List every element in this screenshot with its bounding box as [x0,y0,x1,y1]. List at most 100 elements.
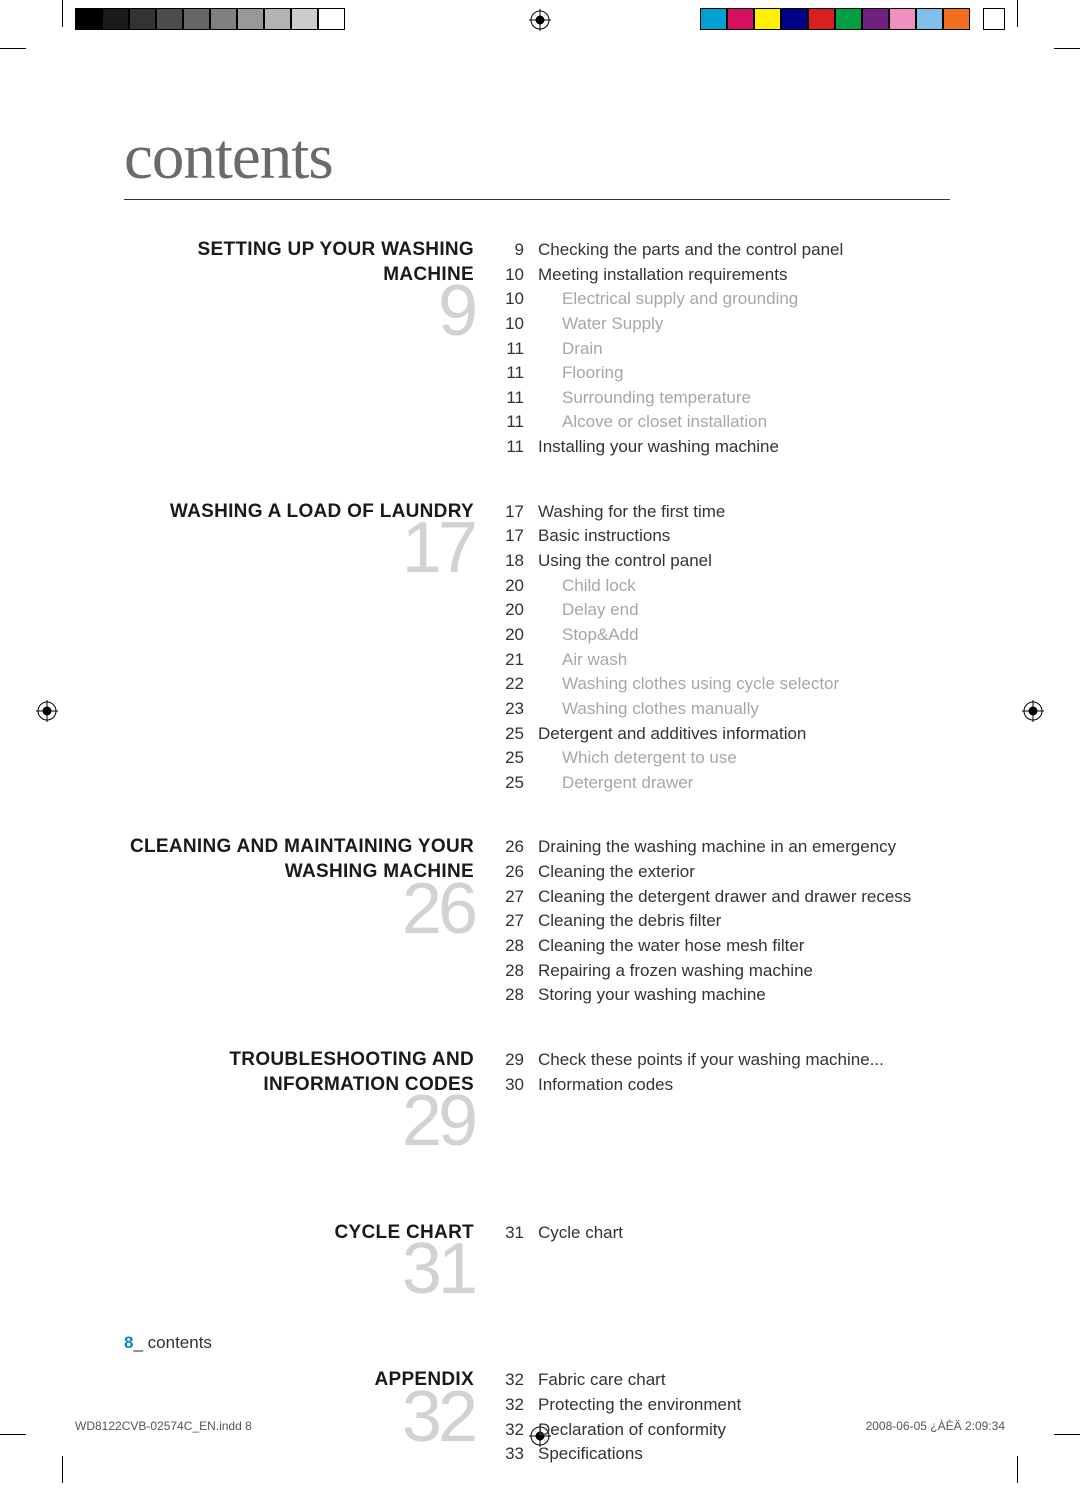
toc-entry: 33Specifications [504,1442,950,1467]
print-timestamp: 2008-06-05 ¿ÀÈÄ 2:09:34 [866,1419,1005,1433]
toc-entry: 20Child lock [504,574,950,599]
toc-entry: 11Flooring [504,361,950,386]
toc-entry: 21Air wash [504,648,950,673]
toc-section: APPENDIX3232Fabric care chart32Protectin… [124,1368,950,1467]
toc-entry: 11Drain [504,337,950,362]
toc-section: SETTING UP YOUR WASHING MACHINE9 9Checkin… [124,238,950,460]
toc-entry: 26Cleaning the exterior [504,860,950,885]
toc-entry-page: 25 [504,771,538,796]
toc-entry: 25Which detergent to use [504,746,950,771]
toc-entry-text: Storing your washing machine [538,983,950,1008]
toc-entry: 11Installing your washing machine [504,435,950,460]
toc-entry-page: 26 [504,835,538,860]
section-start-page: 29 [124,1091,474,1152]
toc-entry: 30Information codes [504,1073,950,1098]
toc-entry-text: Washing for the first time [538,500,950,525]
toc-entry: 20Stop&Add [504,623,950,648]
toc-entry-page: 11 [504,361,538,386]
registration-mark-icon [1022,700,1044,722]
toc-entry-page: 27 [504,885,538,910]
section-heading: SETTING UP YOUR WASHING MACHINE [124,238,474,287]
toc-entry-text: Check these points if your washing machi… [538,1048,950,1073]
toc-entry: 20Delay end [504,598,950,623]
toc-entry-page: 11 [504,337,538,362]
toc-entry: 28Storing your washing machine [504,983,950,1008]
page-footer: 8_ contents [124,1333,212,1353]
toc-entry-text: Drain [538,337,950,362]
print-filename: WD8122CVB-02574C_EN.indd 8 [75,1419,252,1433]
toc-entry-page: 28 [504,934,538,959]
toc-entry-text: Electrical supply and grounding [538,287,950,312]
toc-entry: 17Basic instructions [504,524,950,549]
toc-entry-text: Detergent and additives information [538,722,950,747]
toc-entry: 28Repairing a frozen washing machine [504,959,950,984]
toc-entry: 27Cleaning the debris filter [504,909,950,934]
toc-entry: 10Electrical supply and grounding [504,287,950,312]
toc-entry-text: Air wash [538,648,950,673]
toc-entry-text: Cleaning the detergent drawer and drawer… [538,885,950,910]
toc-entry-page: 11 [504,410,538,435]
toc-entry-text: Meeting installation requirements [538,263,950,288]
toc-entry: 27Cleaning the detergent drawer and draw… [504,885,950,910]
toc-entry-text: Water Supply [538,312,950,337]
page-content: contents SETTING UP YOUR WASHING MACHINE… [124,120,950,1383]
toc-entry-text: Delay end [538,598,950,623]
toc-entry-page: 10 [504,287,538,312]
section-start-page: 31 [124,1239,474,1300]
registration-mark-icon [529,9,551,31]
toc-entry: 11Surrounding temperature [504,386,950,411]
toc-entry: 25Detergent and additives information [504,722,950,747]
toc-entry-page: 10 [504,263,538,288]
toc-entry-page: 20 [504,598,538,623]
toc-entry: 18Using the control panel [504,549,950,574]
toc-entry: 10Meeting installation requirements [504,263,950,288]
toc-entry-text: Checking the parts and the control panel [538,238,950,263]
toc-entry-text: Alcove or closet installation [538,410,950,435]
toc-entry-text: Information codes [538,1073,950,1098]
toc-section: TROUBLESHOOTING AND INFORMATION CODES292… [124,1048,950,1153]
toc-entry: 26Draining the washing machine in an eme… [504,835,950,860]
toc-entry-page: 21 [504,648,538,673]
toc-entry-text: Repairing a frozen washing machine [538,959,950,984]
footer-label: contents [143,1333,212,1352]
toc-entry-page: 20 [504,623,538,648]
toc-entry-text: Child lock [538,574,950,599]
toc-entry-page: 23 [504,697,538,722]
toc-entry: 29Check these points if your washing mac… [504,1048,950,1073]
toc-entry-text: Protecting the environment [538,1393,950,1418]
toc-entry-text: Detergent drawer [538,771,950,796]
toc-entry-page: 33 [504,1442,538,1467]
toc-entry-text: Basic instructions [538,524,950,549]
toc-entry: 17Washing for the first time [504,500,950,525]
toc-entry-page: 31 [504,1221,538,1246]
page-title: contents [124,120,950,200]
toc-entry-page: 17 [504,500,538,525]
section-start-page: 17 [124,518,474,579]
toc-entry-page: 28 [504,983,538,1008]
toc-entry-page: 25 [504,722,538,747]
toc-entry-text: Washing clothes using cycle selector [538,672,950,697]
toc-entry-text: Stop&Add [538,623,950,648]
toc-entry-text: Installing your washing machine [538,435,950,460]
toc-section: WASHING A LOAD OF LAUNDRY1717Washing for… [124,500,950,796]
toc-entry: 25Detergent drawer [504,771,950,796]
toc-section: CLEANING AND MAINTAINING YOUR WASHING MA… [124,835,950,1007]
toc-entry-text: Using the control panel [538,549,950,574]
toc-entry-text: Flooring [538,361,950,386]
color-bar-end [983,8,1005,30]
color-bar-grayscale [75,8,345,30]
toc-entry-text: Draining the washing machine in an emerg… [538,835,950,860]
toc-entry-page: 27 [504,909,538,934]
section-start-page: 9 [124,281,474,342]
toc-entry-page: 28 [504,959,538,984]
toc-entry-page: 22 [504,672,538,697]
toc-entry: 9Checking the parts and the control pane… [504,238,950,263]
toc-entry-text: Which detergent to use [538,746,950,771]
color-bar-colors [700,8,970,30]
toc-entry-page: 10 [504,312,538,337]
print-footer: WD8122CVB-02574C_EN.indd 8 2008-06-05 ¿À… [75,1419,1005,1433]
toc-entry-text: Cycle chart [538,1221,950,1246]
toc-entry-page: 11 [504,386,538,411]
toc-entry: 23Washing clothes manually [504,697,950,722]
toc-section: CYCLE CHART3131Cycle chart [124,1221,950,1301]
